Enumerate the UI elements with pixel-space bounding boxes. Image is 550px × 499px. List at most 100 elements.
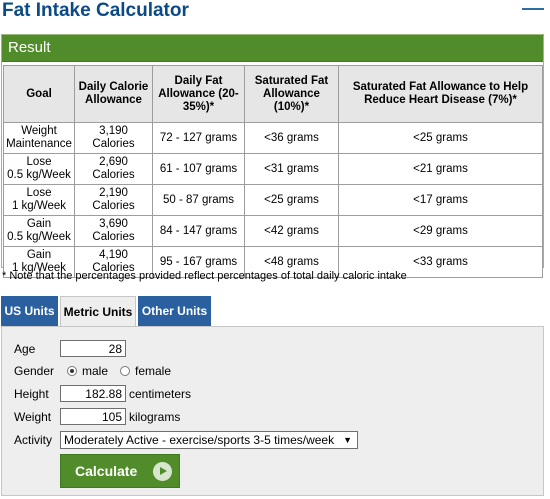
saturated-fat-cell-text: <31 grams <box>264 162 319 175</box>
table-row: Lose 0.5 kg/Week 2,690 Calories 61 - 107 gra… <box>3 153 543 185</box>
goal-cell: Gain 0.5 kg/Week <box>3 215 75 247</box>
footnote: * Note that the percentages provided ref… <box>2 270 407 282</box>
table-row: Gain 0.5 kg/Week 3,690 Calories 84 - 147 gra… <box>3 215 543 247</box>
heart-disease-cell: <25 grams <box>338 122 543 154</box>
saturated-fat-cell: <25 grams <box>244 184 339 216</box>
calorie-cell-text: Calories <box>92 169 135 181</box>
goal-cell-text: 1 kg/Week <box>11 262 67 274</box>
gender-label: Gender <box>14 364 55 378</box>
saturated-fat-cell: <48 grams <box>244 246 339 278</box>
gender-female-radio[interactable] <box>120 366 130 376</box>
heart-disease-cell-text: <17 grams <box>413 193 468 206</box>
calorie-cell-text: 4,190 <box>99 249 128 261</box>
daily-fat-cell-text: 95 - 167 grams <box>159 255 238 268</box>
calorie-cell: 4,190 Calories <box>74 246 153 278</box>
activity-selected-value: Moderately Active - exercise/sports 3-5 … <box>64 433 335 447</box>
weight-label: Weight <box>14 410 52 424</box>
daily-fat-cell-text: 61 - 107 grams <box>159 162 238 175</box>
heart-disease-cell-text: <25 grams <box>413 131 468 144</box>
daily-fat-cell: 61 - 107 grams <box>152 153 245 185</box>
saturated-fat-cell-text: <36 grams <box>264 131 319 144</box>
calculate-label: Calculate <box>75 463 138 479</box>
calorie-cell-text: Calories <box>92 138 135 150</box>
calorie-cell: 3,190 Calories <box>74 122 153 154</box>
corner-link[interactable] <box>522 8 544 10</box>
calorie-cell: 3,690 Calories <box>74 215 153 247</box>
col-header-daily-fat: Daily Fat Allowance (20-35%)* <box>152 65 245 123</box>
result-header: Result <box>2 35 543 62</box>
daily-fat-cell: 72 - 127 grams <box>152 122 245 154</box>
saturated-fat-cell: <36 grams <box>244 122 339 154</box>
col-header-saturated-fat: Saturated Fat Allowance (10%)* <box>244 65 339 123</box>
daily-fat-cell: 84 - 147 grams <box>152 215 245 247</box>
gender-male-radio[interactable] <box>67 366 77 376</box>
calculate-button[interactable]: Calculate <box>60 454 180 488</box>
goal-cell-text: Lose <box>26 156 52 168</box>
daily-fat-cell-text: 84 - 147 grams <box>159 224 238 237</box>
saturated-fat-cell-text: <48 grams <box>264 255 319 268</box>
daily-fat-cell: 95 - 167 grams <box>152 246 245 278</box>
calorie-cell-text: Calories <box>92 231 135 243</box>
result-panel: Result Goal Daily Calorie Allowance Dail… <box>1 34 544 278</box>
daily-fat-cell-text: 50 - 87 grams <box>163 193 234 206</box>
heart-disease-cell: <33 grams <box>338 246 543 278</box>
heart-disease-cell-text: <33 grams <box>413 255 468 268</box>
heart-disease-cell-text: <29 grams <box>413 224 468 237</box>
goal-cell-text: Gain <box>26 249 52 261</box>
weight-input[interactable] <box>60 408 126 425</box>
goal-cell-text: 0.5 kg/Week <box>7 231 71 243</box>
goal-cell: Lose 0.5 kg/Week <box>3 153 75 185</box>
saturated-fat-cell-text: <25 grams <box>264 193 319 206</box>
goal-cell-text: Maintenance <box>6 138 72 150</box>
calorie-cell-text: Calories <box>92 200 135 212</box>
saturated-fat-cell-text: <42 grams <box>264 224 319 237</box>
calorie-cell-text: 3,190 <box>99 125 128 137</box>
activity-select[interactable]: Moderately Active - exercise/sports 3-5 … <box>60 431 358 449</box>
table-row: Lose 1 kg/Week 2,190 Calories 50 - 87 grams <… <box>3 184 543 216</box>
calorie-cell-text: 2,190 <box>99 187 128 199</box>
weight-unit: kilograms <box>129 410 181 424</box>
calorie-cell: 2,690 Calories <box>74 153 153 185</box>
tab-us-units[interactable]: US Units <box>1 296 58 326</box>
age-label: Age <box>14 342 36 356</box>
heart-disease-cell-text: <21 grams <box>413 162 468 175</box>
calorie-cell-text: 2,690 <box>99 156 128 168</box>
goal-cell-text: Lose <box>26 187 52 199</box>
daily-fat-cell-text: 72 - 127 grams <box>159 131 238 144</box>
calculator-form: Age Gender male female Height centimeter… <box>1 326 544 496</box>
table-row: Gain 1 kg/Week 4,190 Calories 95 - 167 grams… <box>3 246 543 278</box>
daily-fat-cell: 50 - 87 grams <box>152 184 245 216</box>
calorie-cell-text: 3,690 <box>99 218 128 230</box>
heart-disease-cell: <29 grams <box>338 215 543 247</box>
dropdown-arrow-icon: ▼ <box>343 435 352 445</box>
goal-cell-text: Weight <box>21 125 57 137</box>
height-label: Height <box>14 387 49 401</box>
height-input[interactable] <box>60 385 126 402</box>
heart-disease-cell: <21 grams <box>338 153 543 185</box>
gender-male-label: male <box>82 364 109 378</box>
goal-cell-text: 1 kg/Week <box>11 200 67 212</box>
activity-label: Activity <box>14 433 53 447</box>
heart-disease-cell: <17 grams <box>338 184 543 216</box>
saturated-fat-cell: <31 grams <box>244 153 339 185</box>
calorie-cell: 2,190 Calories <box>74 184 153 216</box>
age-input[interactable] <box>60 340 126 357</box>
calorie-cell-text: Calories <box>92 262 135 274</box>
play-arrow-icon <box>153 462 172 481</box>
goal-cell-text: 0.5 kg/Week <box>7 169 71 181</box>
col-header-calorie: Daily Calorie Allowance <box>74 65 153 123</box>
goal-cell: Weight Maintenance <box>3 122 75 154</box>
table-row: Weight Maintenance 3,190 Calories 72 - 127 g… <box>3 122 543 154</box>
saturated-fat-cell: <42 grams <box>244 215 339 247</box>
col-header-goal: Goal <box>3 65 75 123</box>
goal-cell-text: Gain <box>26 218 52 230</box>
result-table: Goal Daily Calorie Allowance Daily Fat A… <box>3 65 543 278</box>
gender-female-label: female <box>135 364 172 378</box>
page-title: Fat Intake Calculator <box>2 0 189 21</box>
col-header-heart-disease: Saturated Fat Allowance to Help Reduce H… <box>338 65 543 123</box>
height-unit: centimeters <box>129 387 192 401</box>
goal-cell: Lose 1 kg/Week <box>3 184 75 216</box>
tab-metric-units[interactable]: Metric Units <box>60 296 136 327</box>
goal-cell: Gain 1 kg/Week <box>3 246 75 278</box>
tab-other-units[interactable]: Other Units <box>138 296 211 326</box>
